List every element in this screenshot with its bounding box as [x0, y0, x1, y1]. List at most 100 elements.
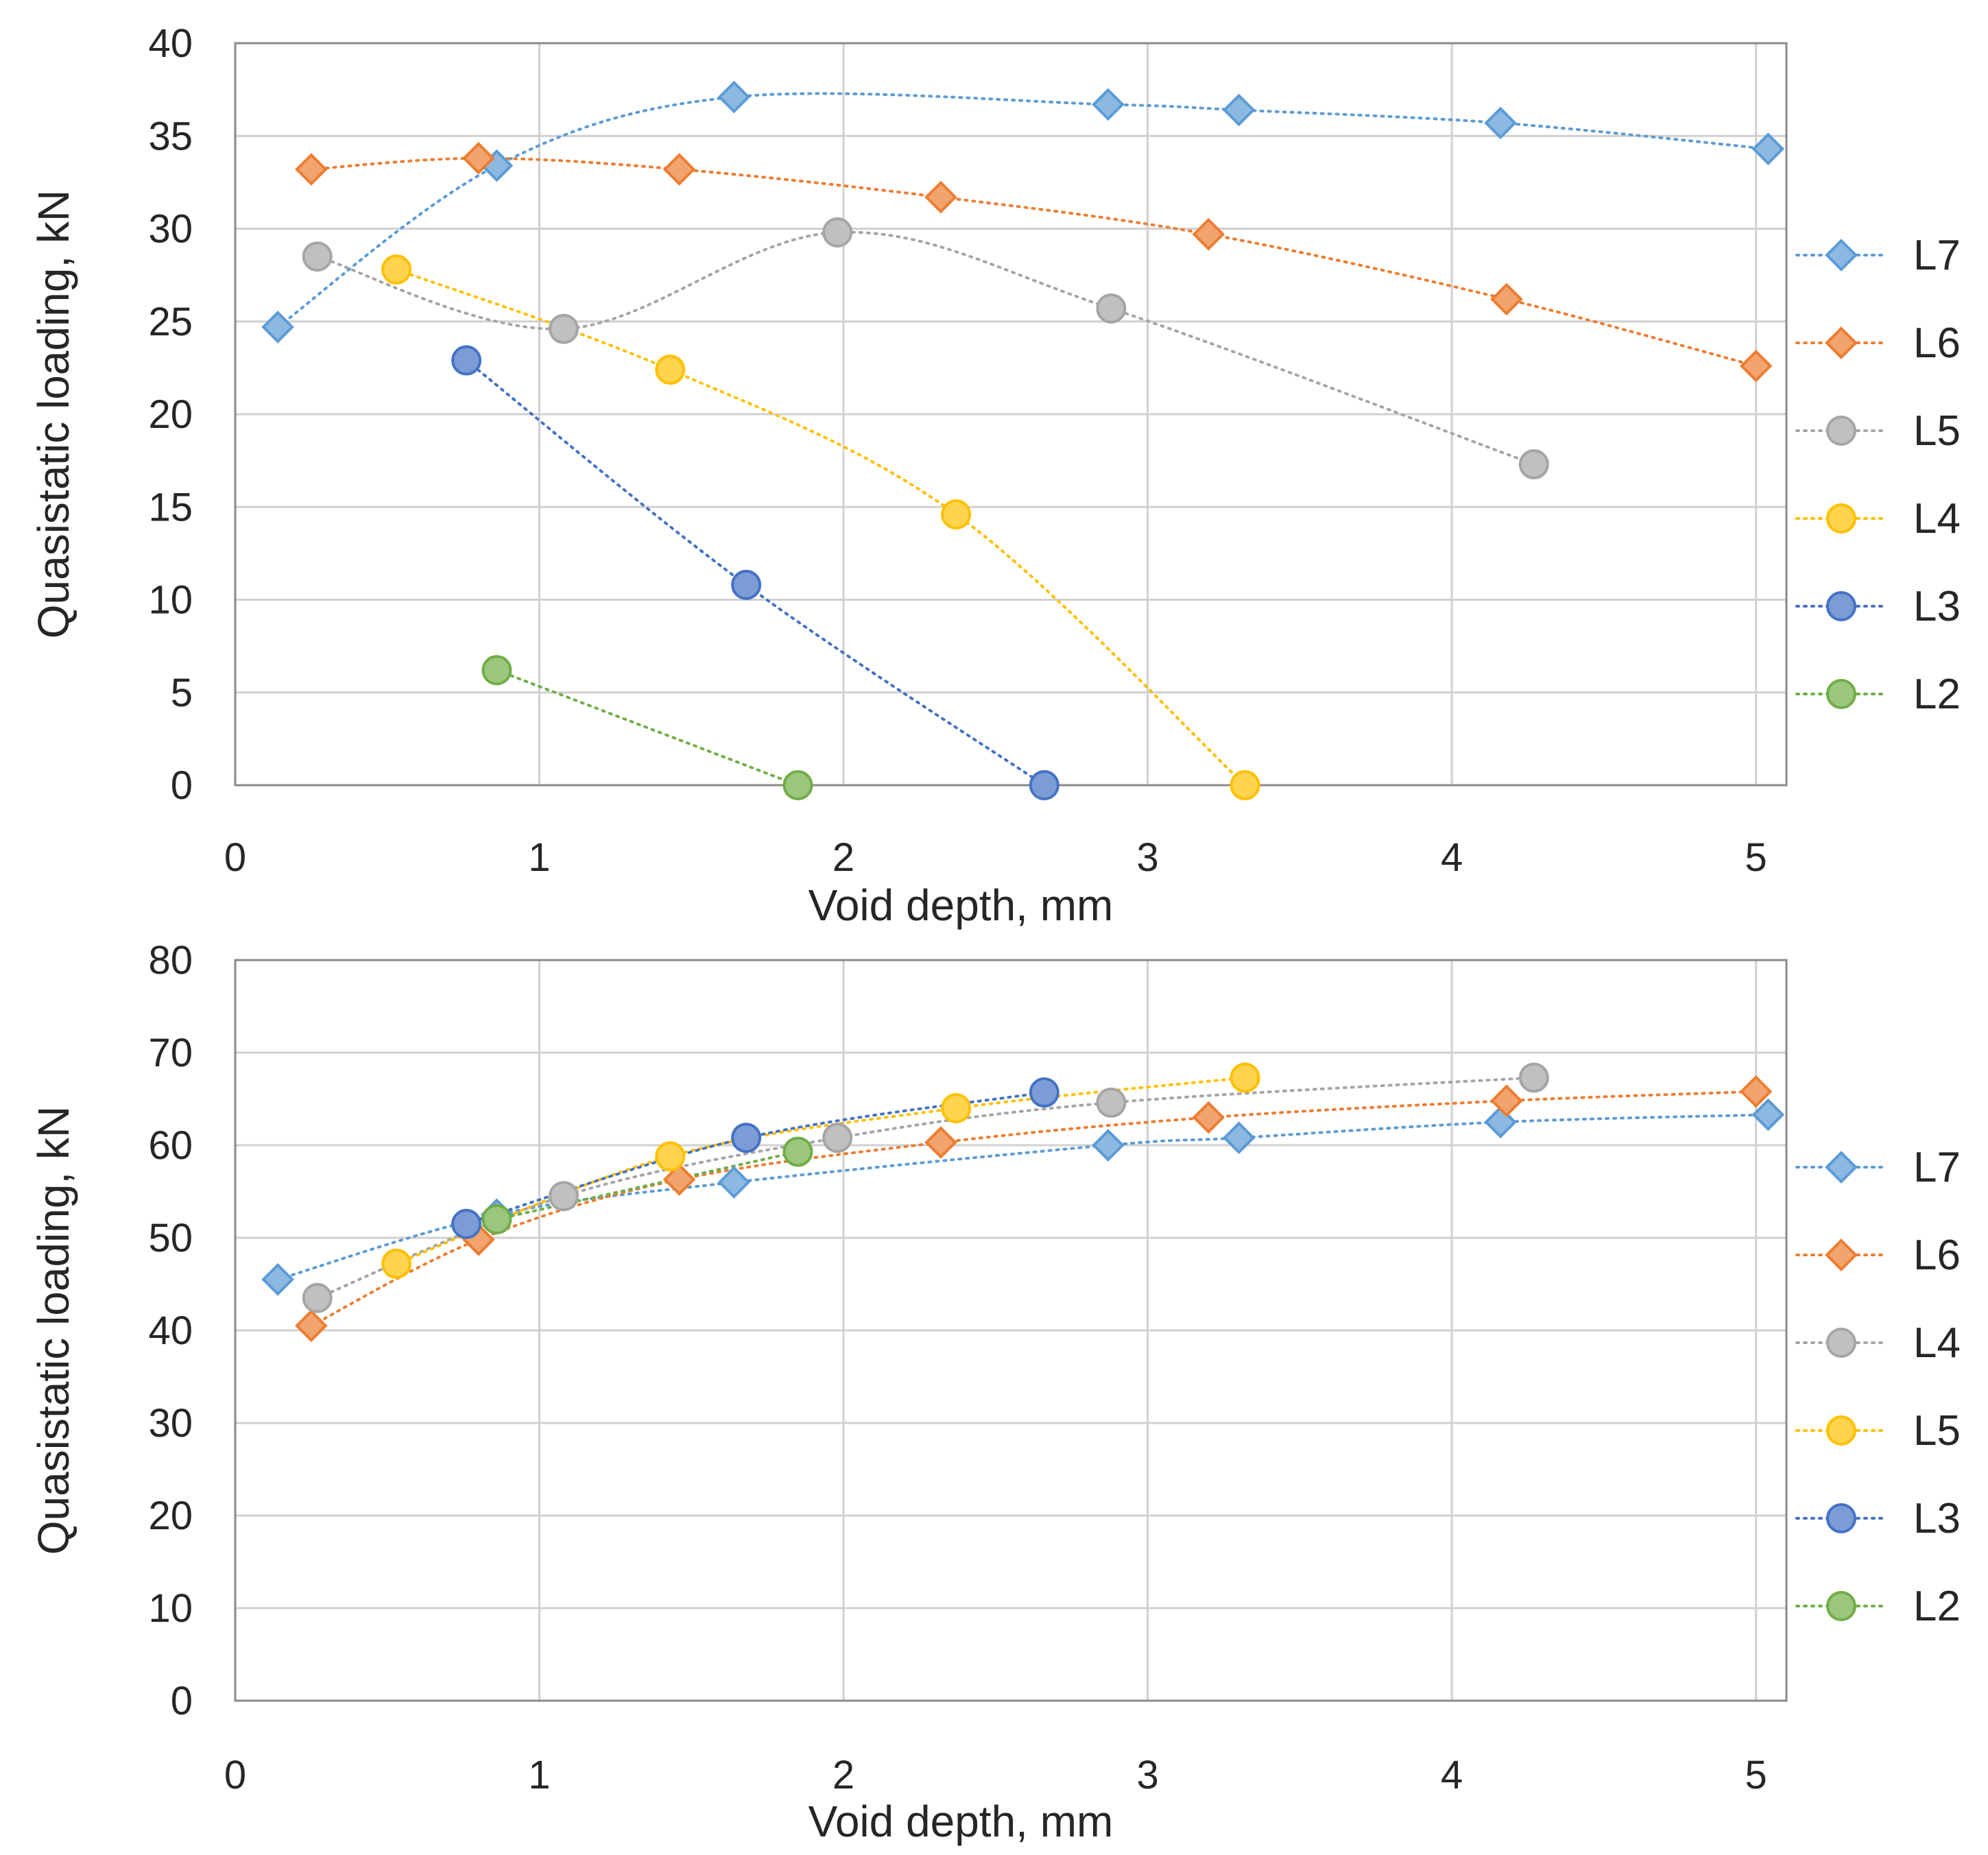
chart-bottom: 0 10 20 30 40 50 60 70 80 0 1 2 3 4 5 Void depth, mm Qua…: [29, 938, 1961, 1846]
data-point-L4: [822, 1123, 853, 1153]
data-point-L6: [295, 153, 328, 186]
x-axis-title: Void depth, mm: [809, 1797, 1114, 1846]
data-point-L6: [924, 180, 957, 214]
data-point-L3: [1029, 770, 1059, 800]
x-tick-label: 2: [833, 835, 854, 880]
legend-marker: [1826, 679, 1856, 709]
legend-marker: [1825, 326, 1858, 359]
y-tick-label: 70: [148, 1031, 193, 1075]
plot-border: [234, 959, 1788, 1702]
data-point-L7: [1222, 93, 1256, 127]
legend-label-L2: L2: [1913, 1583, 1961, 1630]
x-tick-label: 1: [528, 1753, 550, 1797]
legend-label-L4: L4: [1913, 1319, 1961, 1367]
data-point-L7: [1092, 1129, 1125, 1162]
y-tick-label: 40: [148, 1308, 193, 1353]
data-point-L7: [717, 1166, 751, 1199]
data-point-L7: [717, 80, 751, 114]
data-point-L3: [731, 1123, 762, 1153]
data-point-L6: [1739, 349, 1773, 383]
y-tick-label: 80: [148, 938, 193, 983]
x-tick-label: 3: [1136, 835, 1158, 880]
data-point-L4: [1230, 770, 1260, 800]
data-point-L6: [662, 1163, 696, 1196]
legend-marker: [1826, 416, 1856, 446]
legend-marker: [1826, 1328, 1856, 1358]
data-point-L3: [451, 345, 482, 376]
data-point-L7: [1484, 106, 1517, 140]
x-tick-label: 1: [528, 835, 550, 880]
data-point-L5: [1518, 449, 1549, 480]
data-point-L6: [1192, 217, 1225, 251]
data-point-L2: [782, 770, 813, 800]
y-tick-label: 0: [171, 1679, 193, 1723]
data-point-L7: [1751, 132, 1785, 166]
legend-label-L3: L3: [1913, 1495, 1961, 1542]
legend-label-L5: L5: [1913, 407, 1961, 455]
legend-marker: [1826, 591, 1856, 621]
y-tick-label: 0: [171, 763, 193, 808]
data-point-L6: [1490, 1084, 1523, 1118]
data-point-L5: [1230, 1062, 1260, 1093]
data-point-L4: [381, 254, 412, 285]
legend-marker: [1826, 503, 1856, 534]
data-point-L5: [1096, 293, 1127, 324]
y-axis-title: Quasistatic loading, kN: [29, 190, 78, 639]
data-point-L7: [261, 1262, 294, 1296]
data-point-L3: [731, 569, 762, 600]
legend-marker: [1826, 1503, 1856, 1533]
y-tick-label: 15: [148, 485, 193, 529]
x-tick-label: 5: [1745, 1753, 1767, 1797]
y-tick-label: 30: [148, 207, 193, 252]
data-point-L6: [924, 1126, 957, 1159]
data-point-L4: [549, 1181, 579, 1212]
data-point-L5: [822, 217, 853, 248]
y-tick-label: 5: [171, 671, 193, 715]
data-point-L7: [1092, 88, 1125, 121]
y-tick-label: 20: [148, 392, 193, 437]
y-tick-label: 60: [148, 1123, 193, 1168]
data-point-L4: [941, 499, 972, 530]
legend-marker: [1825, 1238, 1858, 1271]
y-tick-label: 10: [148, 1586, 193, 1631]
y-tick-label: 50: [148, 1216, 193, 1260]
legend-marker: [1826, 1591, 1856, 1621]
data-point-L7: [261, 311, 294, 344]
legend-label-L6: L6: [1913, 1232, 1961, 1279]
y-tick-label: 40: [148, 21, 193, 66]
data-point-L4: [1096, 1087, 1127, 1118]
x-tick-label: 3: [1136, 1753, 1158, 1797]
x-tick-label: 0: [224, 835, 246, 880]
data-point-L5: [381, 1248, 412, 1279]
data-point-L2: [782, 1136, 813, 1167]
legend-marker: [1826, 1415, 1856, 1446]
data-point-L6: [462, 141, 495, 175]
legend-label-L6: L6: [1913, 320, 1961, 367]
x-axis-title: Void depth, mm: [809, 881, 1114, 930]
series-line-L5: [315, 230, 1535, 466]
data-point-L4: [302, 1282, 333, 1313]
legend-label-L5: L5: [1913, 1407, 1961, 1455]
legend-marker: [1825, 1151, 1858, 1184]
data-point-L3: [1029, 1077, 1059, 1108]
y-tick-label: 25: [148, 300, 193, 344]
legend-label-L7: L7: [1913, 1144, 1961, 1191]
data-point-L6: [295, 1309, 328, 1343]
data-point-L4: [655, 355, 686, 385]
x-tick-label: 4: [1441, 1753, 1463, 1797]
y-tick-label: 30: [148, 1401, 193, 1446]
y-tick-label: 35: [148, 114, 193, 158]
x-tick-label: 2: [833, 1753, 854, 1797]
chart-top: 0 5 10 15 20 25 30 35 40 0 1 2 3 4 5 Void depth, mm Quas…: [29, 21, 1961, 930]
data-point-L2: [481, 655, 512, 686]
data-point-L2: [481, 1204, 512, 1234]
legend-label-L2: L2: [1913, 671, 1961, 718]
legend-label-L3: L3: [1913, 583, 1961, 630]
x-tick-label: 5: [1745, 835, 1767, 880]
data-point-L6: [1490, 283, 1523, 316]
legend-label-L4: L4: [1913, 495, 1961, 542]
series-line-L2: [495, 1150, 800, 1221]
data-point-L3: [451, 1208, 482, 1239]
data-point-L7: [1222, 1121, 1256, 1155]
y-tick-label: 10: [148, 578, 193, 623]
